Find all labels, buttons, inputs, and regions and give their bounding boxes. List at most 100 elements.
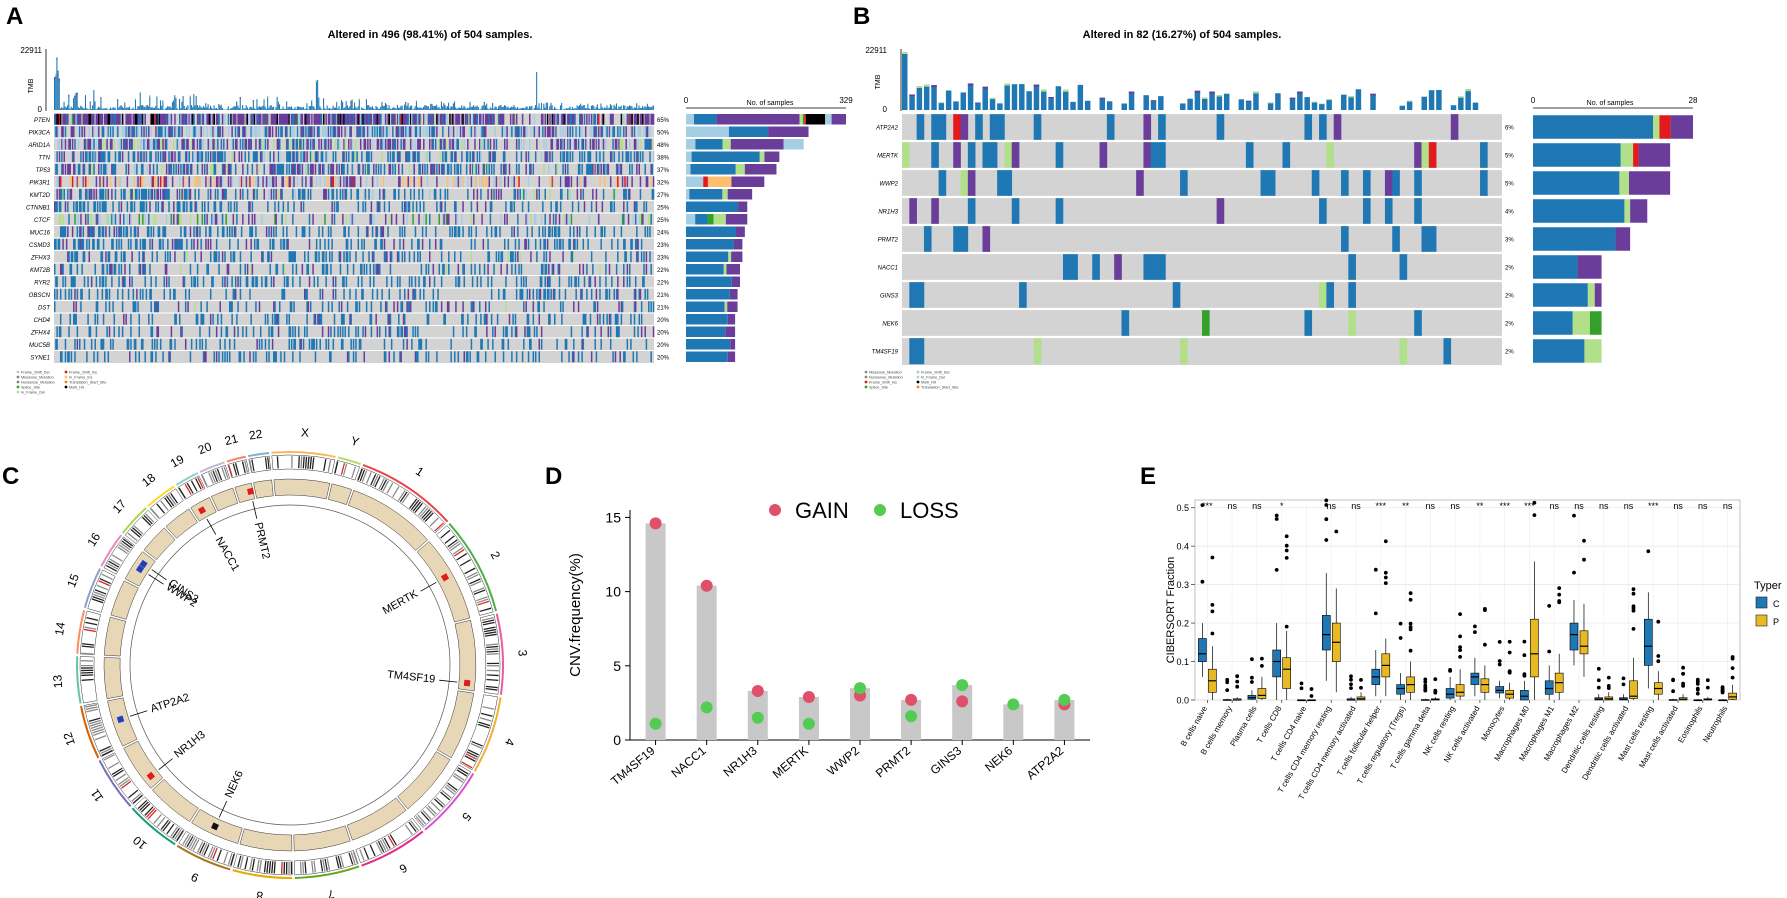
a-tmb-bar (64, 106, 66, 110)
panel-e-outlier (1210, 555, 1215, 560)
a-gene-percent: 20% (657, 330, 670, 336)
a-tmb-bar (165, 107, 167, 110)
a-mutation-cell (650, 263, 652, 275)
a-mutation-cell (59, 313, 62, 325)
a-mutation-cell (343, 226, 345, 238)
a-tmb-bar (201, 107, 203, 110)
a-mutation-cell (245, 176, 248, 188)
a-mutation-cell (223, 188, 225, 200)
a-mutation-cell (627, 113, 630, 125)
a-tmb-bar (376, 107, 378, 110)
a-mutation-cell (131, 188, 133, 200)
a-mutation-cell (418, 176, 420, 188)
a-mutation-cell (376, 326, 379, 338)
a-mutation-cell (548, 276, 550, 288)
a-mutation-cell (137, 138, 139, 150)
b-sample-bar-segment (1624, 199, 1631, 223)
a-mutation-cell (149, 238, 151, 250)
a-mutation-cell (105, 163, 107, 175)
a-mutation-cell (181, 126, 183, 138)
b-tmb-bar (945, 90, 952, 110)
a-mutation-cell (414, 276, 417, 288)
a-tmb-bar (215, 107, 217, 110)
a-mutation-cell (202, 113, 205, 125)
chromosome-band (479, 607, 492, 613)
a-mutation-cell (618, 326, 620, 338)
a-tmb-bar-top (492, 103, 494, 104)
a-mutation-cell (558, 238, 561, 250)
a-mutation-cell (208, 113, 211, 125)
a-mutation-cell (474, 263, 476, 275)
a-mutation-cell (90, 163, 93, 175)
a-mutation-cell (243, 113, 245, 125)
a-mutation-cell (550, 288, 552, 300)
b-tmb-bar (1077, 84, 1084, 110)
a-mutation-cell (339, 188, 342, 200)
a-tmb-bar-top (546, 102, 548, 104)
a-tmb-bar (595, 106, 597, 110)
a-mutation-cell (223, 226, 225, 238)
a-mutation-cell (301, 126, 304, 138)
a-mutation-cell (407, 288, 410, 300)
a-tmb-bar (111, 108, 113, 110)
a-mutation-cell (531, 226, 533, 238)
a-mutation-cell (133, 113, 136, 125)
chromosome-band (160, 819, 169, 830)
a-mutation-cell (357, 238, 360, 250)
a-mutation-cell (90, 113, 93, 125)
a-mutation-cell (426, 126, 429, 138)
a-mutation-cell (88, 151, 91, 163)
a-mutation-cell (462, 226, 464, 238)
a-mutation-cell (487, 138, 489, 150)
b-mutation-cell (1114, 253, 1122, 281)
a-mutation-cell (571, 251, 574, 263)
a-mutation-cell (344, 138, 346, 150)
a-mutation-cell (250, 226, 252, 238)
a-mutation-cell (608, 113, 611, 125)
a-mutation-cell (587, 326, 589, 338)
a-mutation-cell (564, 163, 567, 175)
a-mutation-cell (482, 163, 485, 175)
a-tmb-bar (390, 108, 392, 110)
a-mutation-cell (645, 176, 648, 188)
a-mutation-cell (570, 276, 573, 288)
chromosome-band (195, 478, 202, 490)
a-tmb-bar (399, 107, 401, 110)
a-mutation-cell (345, 151, 348, 163)
a-mutation-cell (470, 338, 473, 350)
a-gene-label: SYNE1 (30, 355, 50, 361)
panel-e-outlier (1324, 538, 1329, 542)
a-mutation-cell (321, 326, 324, 338)
a-tmb-bar (604, 107, 606, 110)
a-mutation-cell (313, 138, 316, 150)
a-mutation-cell (612, 126, 614, 138)
a-mutation-cell (586, 226, 588, 238)
a-mutation-cell (601, 138, 604, 150)
a-tmb-bar (464, 107, 466, 110)
a-mutation-cell (408, 301, 411, 313)
a-mutation-cell (617, 126, 619, 138)
a-mutation-cell (94, 113, 96, 125)
a-mutation-cell (108, 151, 111, 163)
a-mutation-cell (331, 251, 333, 263)
a-tmb-bar (145, 105, 147, 110)
panel-d-x-tick-label: WWP2 (824, 743, 862, 778)
a-mutation-cell (232, 213, 235, 225)
panel-d-loss-point (956, 679, 969, 692)
a-mutation-cell (411, 338, 413, 350)
chromosome-band (119, 778, 131, 787)
a-mutation-cell (199, 338, 201, 350)
a-mutation-cell (507, 176, 510, 188)
a-mutation-cell (481, 138, 483, 150)
a-mutation-cell (151, 113, 154, 125)
a-mutation-cell (468, 151, 470, 163)
a-mutation-cell (505, 201, 507, 213)
a-mutation-cell (332, 126, 335, 138)
a-mutation-cell (426, 313, 429, 325)
chromosome-band (467, 749, 479, 756)
a-mutation-cell (486, 326, 488, 338)
a-tmb-bar (374, 109, 376, 110)
a-mutation-cell (355, 151, 357, 163)
chromosome-cnv-band (239, 828, 293, 852)
a-mutation-cell (457, 113, 460, 125)
